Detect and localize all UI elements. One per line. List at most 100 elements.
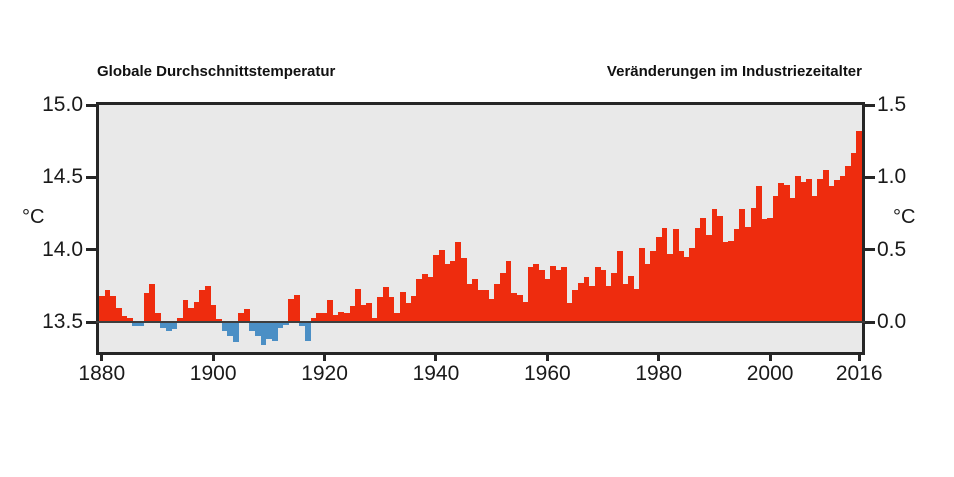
temperature-bar [622, 284, 629, 322]
temperature-bar [115, 307, 122, 322]
temperature-bar [533, 264, 540, 322]
temperature-bar [266, 322, 272, 340]
x-axis-tick [857, 352, 861, 361]
temperature-bar [856, 131, 863, 322]
x-axis-tick [768, 352, 772, 361]
temperature-bar [611, 272, 618, 322]
zero-baseline [96, 321, 865, 323]
temperature-bar [689, 248, 696, 322]
temperature-bar [823, 170, 829, 322]
chart-title-left: Globale Durchschnittstemperatur [97, 63, 336, 80]
temperature-bar [488, 298, 495, 322]
x-axis-tick-label: 1900 [189, 362, 237, 385]
temperature-bar [104, 290, 111, 322]
temperature-bar [377, 297, 384, 322]
temperature-bar [600, 269, 607, 322]
temperature-bar [800, 181, 807, 322]
temperature-bar [215, 319, 222, 322]
temperature-bar [511, 293, 517, 322]
temperature-bar [355, 288, 362, 322]
temperature-bar [678, 251, 685, 322]
temperature-bar [316, 313, 323, 322]
left-axis-unit-label: °C [22, 206, 45, 228]
temperature-bar [722, 242, 729, 322]
temperature-bar [505, 261, 512, 322]
x-axis-tick [545, 352, 549, 361]
temperature-bar [254, 322, 261, 337]
temperature-bar [371, 317, 378, 322]
temperature-bar [694, 227, 701, 322]
temperature-bar [176, 317, 183, 322]
temperature-bar [772, 196, 779, 322]
temperature-bar [494, 284, 501, 322]
temperature-bar [806, 178, 813, 322]
x-axis-tick-label: 1880 [78, 362, 126, 385]
temperature-bar [416, 278, 423, 322]
temperature-bar [639, 248, 646, 322]
right-axis-tick-label: 1.0 [877, 165, 907, 189]
temperature-bar [388, 297, 395, 322]
temperature-bar [193, 301, 200, 322]
temperature-bar [132, 322, 139, 327]
temperature-bar [711, 209, 718, 322]
temperature-bar [182, 300, 189, 322]
temperature-bar [288, 298, 295, 322]
temperature-bar [522, 301, 529, 322]
temperature-bar [761, 219, 768, 322]
temperature-bar [99, 295, 105, 322]
temperature-bar [756, 186, 763, 322]
temperature-bar [260, 322, 267, 346]
temperature-bar [422, 274, 428, 322]
temperature-bar [811, 196, 818, 322]
temperature-bar [594, 267, 601, 322]
right-axis-tick-label: 0.5 [877, 237, 907, 261]
left-axis-tick [86, 175, 96, 179]
temperature-bar [834, 180, 840, 322]
temperature-bar [210, 304, 217, 322]
temperature-bar [282, 322, 289, 325]
temperature-bar [845, 165, 852, 322]
left-axis-tick-label: 14.0 [42, 237, 83, 261]
temperature-bar [566, 303, 573, 322]
temperature-bar [850, 152, 857, 322]
temperature-bar [839, 175, 846, 322]
x-axis-tick [323, 352, 327, 361]
temperature-bar [667, 254, 673, 322]
temperature-bar [527, 267, 534, 322]
temperature-bar [444, 264, 451, 322]
temperature-bar [455, 242, 462, 322]
temperature-bar [633, 288, 640, 322]
temperature-bar [817, 178, 824, 322]
temperature-bar [227, 322, 233, 337]
temperature-bar [149, 284, 155, 322]
temperature-bar [137, 322, 144, 327]
temperature-bar [165, 322, 172, 331]
temperature-bar [188, 307, 194, 322]
x-axis-tick-label: 1980 [635, 362, 683, 385]
temperature-bar [277, 322, 284, 328]
right-axis-tick [865, 320, 875, 324]
temperature-bar [121, 316, 128, 322]
temperature-bar [795, 175, 802, 322]
temperature-bar [143, 293, 150, 322]
temperature-bar [700, 217, 707, 322]
x-axis-tick-label: 2016 [835, 362, 883, 385]
temperature-bar [243, 308, 250, 322]
x-axis-tick [434, 352, 438, 361]
temperature-bar [204, 285, 211, 322]
temperature-bar [784, 184, 790, 322]
temperature-bar [499, 272, 506, 322]
temperature-bar [321, 313, 328, 322]
temperature-bar [449, 261, 456, 322]
temperature-bar [672, 229, 679, 322]
temperature-bar [550, 265, 556, 322]
temperature-bar [745, 226, 751, 322]
temperature-bar [750, 207, 757, 322]
temperature-bar [733, 229, 740, 322]
right-axis-tick-label: 1.5 [877, 93, 907, 116]
temperature-bar [110, 295, 116, 322]
temperature-bar [199, 290, 206, 322]
temperature-bar [589, 285, 595, 322]
temperature-bar [232, 322, 239, 343]
temperature-bar [516, 294, 523, 322]
